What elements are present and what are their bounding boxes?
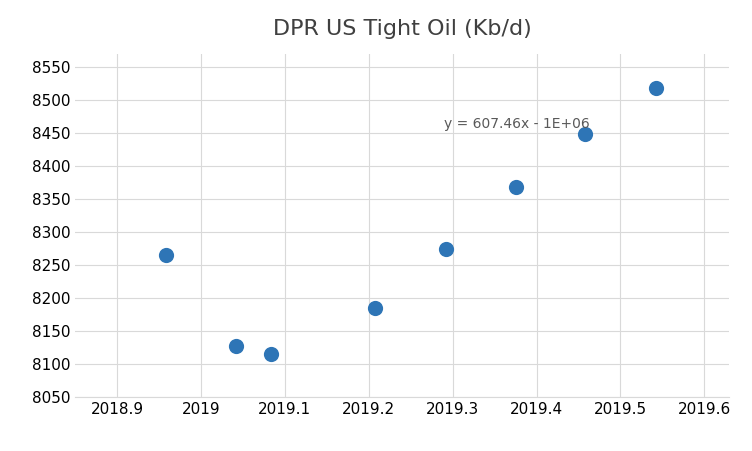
Text: y = 607.46x - 1E+06: y = 607.46x - 1E+06 — [444, 117, 590, 131]
Point — [369, 304, 381, 312]
Point — [440, 245, 452, 252]
Title: DPR US Tight Oil (Kb/d): DPR US Tight Oil (Kb/d) — [273, 18, 532, 39]
Point — [159, 252, 171, 259]
Point — [265, 350, 277, 358]
Point — [650, 84, 662, 92]
Point — [230, 342, 242, 350]
Point — [579, 130, 591, 138]
Point — [510, 184, 522, 191]
